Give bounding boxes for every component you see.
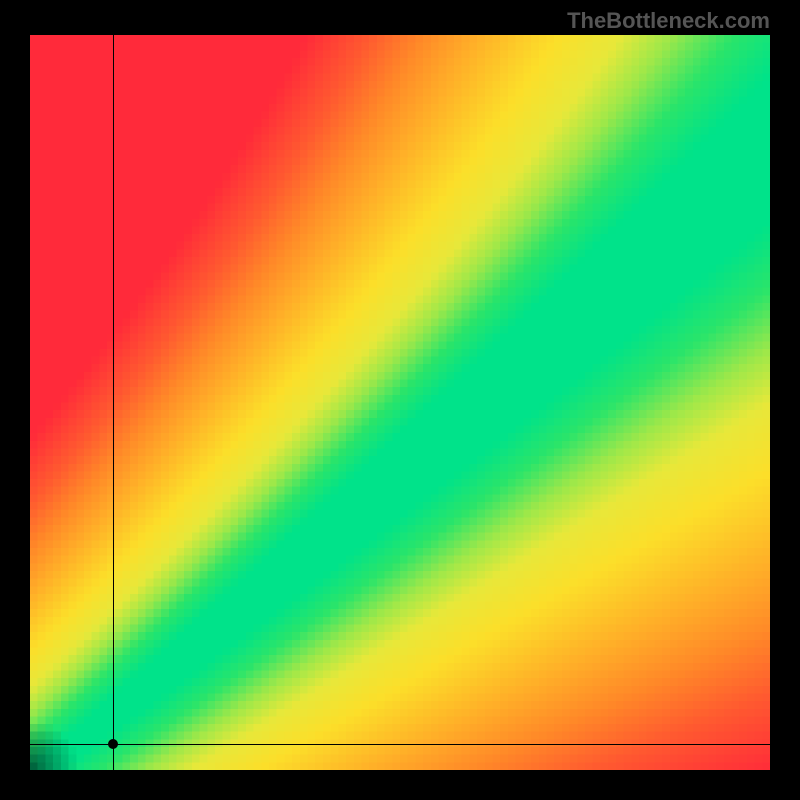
heatmap-canvas (30, 35, 770, 770)
crosshair-vertical (113, 35, 114, 770)
watermark: TheBottleneck.com (567, 8, 770, 34)
heatmap-plot (30, 35, 770, 770)
crosshair-horizontal (30, 744, 770, 745)
crosshair-marker (108, 739, 118, 749)
